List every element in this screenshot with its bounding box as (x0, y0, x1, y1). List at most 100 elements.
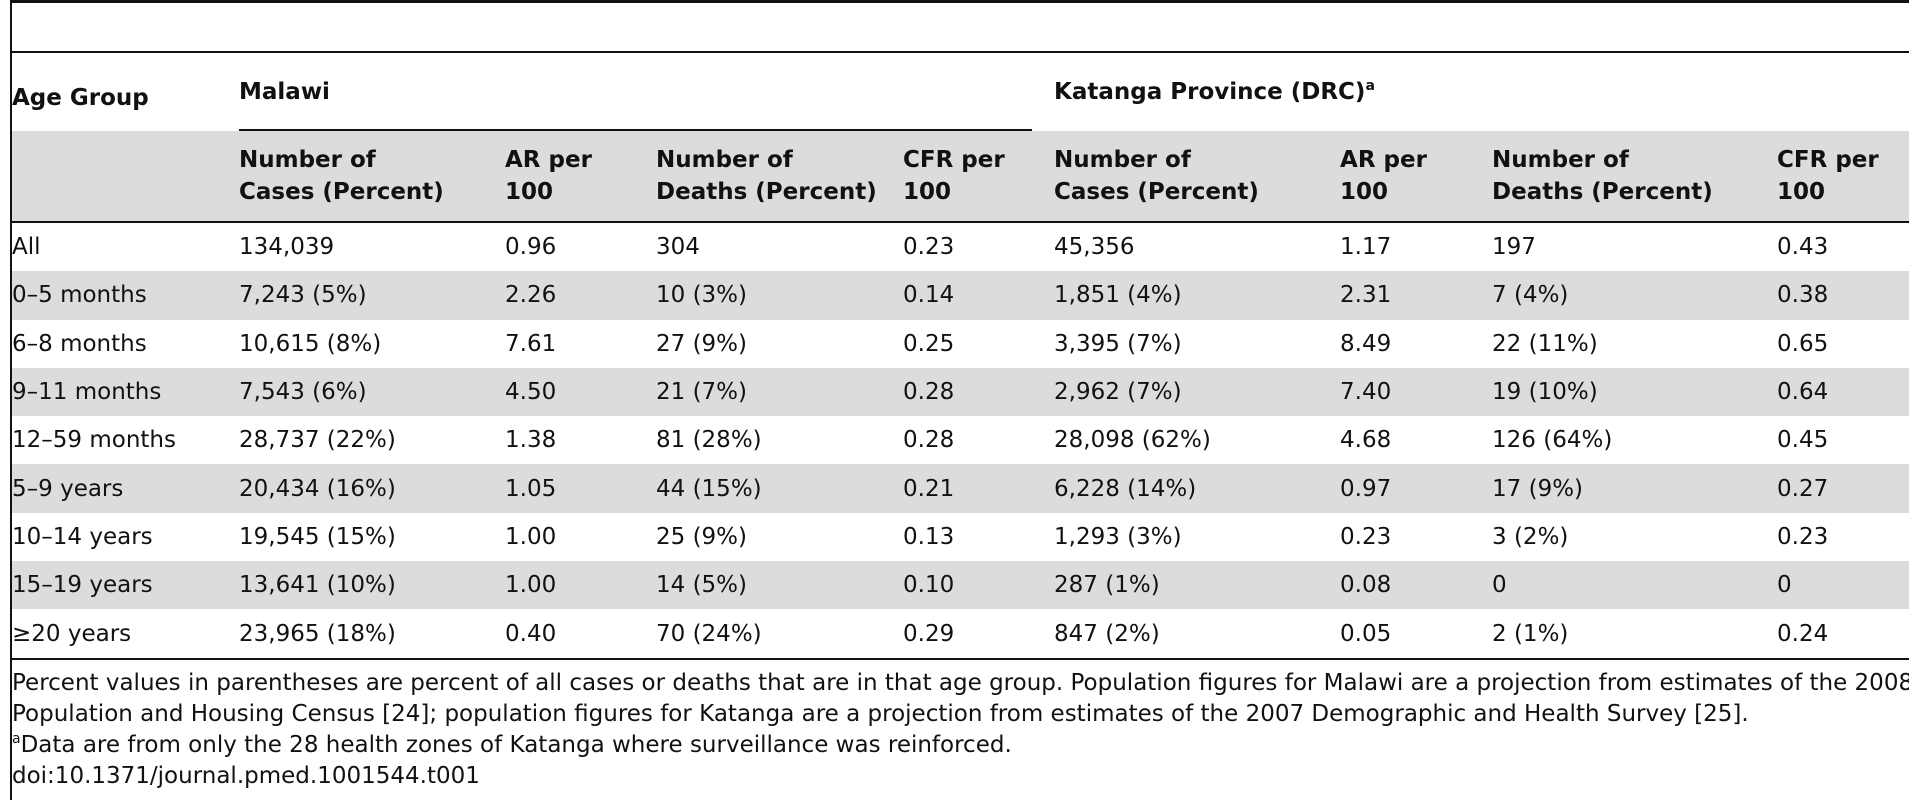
table-row: 12–59 months 28,737 (22%) 1.38 81 (28%) 0.28… (12, 416, 1909, 464)
malawi-cases-cell: 23,965 (18%) (239, 609, 505, 660)
malawi-deaths-cell: 304 (656, 234, 700, 261)
katanga-deaths-cell: 197 (1492, 234, 1536, 261)
table-notes: Percent values in parentheses are percen… (12, 668, 1909, 792)
katanga-deaths-cell: 22 (11%) (1492, 330, 1598, 357)
age-cell: 12–59 months (12, 427, 176, 454)
malawi-ar-cell: 2.26 (505, 271, 656, 320)
katanga-cases-header: Number of Cases (Percent) (1054, 131, 1341, 223)
footnote-marker: a (12, 731, 21, 747)
table-row: 9–11 months 7,543 (6%) 4.50 21 (7%) 0.28 2,96… (12, 367, 1909, 417)
table-row: 6–8 months 10,615 (8%) 7.61 27 (9%) 0.25 3,39… (12, 320, 1909, 368)
katanga-cfr-cell: 0 (1777, 561, 1909, 610)
top-border (10, 0, 1909, 3)
katanga-deaths-cell: 2 (1%) (1492, 609, 1778, 660)
footnote: aData are from only the 28 health zones … (12, 730, 1909, 761)
malawi-cfr-cell: 0.25 (903, 330, 955, 357)
malawi-cfr-cell: 0.28 (903, 427, 955, 454)
note-line: Percent values in parentheses are percen… (12, 670, 1909, 696)
katanga-cases-cell: 1,293 (3%) (1054, 523, 1182, 550)
malawi-ar-cell: 0.40 (505, 609, 656, 660)
katanga-deaths-cell: 3 (2%) (1492, 523, 1569, 550)
malawi-deaths-cell: 81 (28%) (656, 427, 762, 454)
table-row: All 134,039 0.96 304 0.23 45,356 1.17 197 0.43 (12, 222, 1909, 271)
malawi-ar-cell: 1.38 (505, 427, 557, 454)
katanga-cfr-header: CFR per 100 (1777, 131, 1909, 223)
katanga-cfr-cell: 0.64 (1777, 367, 1909, 417)
katanga-deaths-cell: 19 (10%) (1492, 367, 1778, 417)
katanga-cfr-cell: 0.38 (1777, 271, 1909, 320)
table-row: 0–5 months 7,243 (5%) 2.26 10 (3%) 0.14 1,851… (12, 271, 1909, 320)
age-cell: 0–5 months (12, 271, 239, 320)
katanga-cfr-cell: 0.23 (1777, 523, 1829, 550)
malawi-cases-cell: 134,039 (239, 234, 335, 261)
footnote-marker: a (1365, 78, 1375, 94)
malawi-deaths-cell: 70 (24%) (656, 609, 903, 660)
table-container: Age Group Malawi Katanga Province (DRC)a… (12, 51, 1909, 660)
malawi-cfr-cell: 0.21 (903, 464, 1055, 513)
table-row: 15–19 years 13,641 (10%) 1.00 14 (5%) 0.10 28… (12, 561, 1909, 610)
table-row: 5–9 years 20,434 (16%) 1.05 44 (15%) 0.21 6,2… (12, 464, 1909, 513)
katanga-cases-cell: 6,228 (14%) (1054, 464, 1341, 513)
katanga-ar-cell: 8.49 (1340, 330, 1392, 357)
katanga-ar-header: AR per 100 (1340, 131, 1493, 223)
katanga-ar-cell: 4.68 (1340, 427, 1392, 454)
malawi-ar-cell: 7.61 (505, 330, 557, 357)
table-row: 10–14 years 19,545 (15%) 1.00 25 (9%) 0.13 1,… (12, 513, 1909, 561)
age-subheader-blank (12, 131, 239, 223)
table-body: All 134,039 0.96 304 0.23 45,356 1.17 197 0.43 0–… (12, 222, 1909, 660)
katanga-ar-cell: 0.23 (1340, 523, 1392, 550)
katanga-cfr-cell: 0.27 (1777, 464, 1909, 513)
malawi-ar-cell: 1.00 (505, 523, 557, 550)
katanga-deaths-cell: 0 (1492, 561, 1778, 610)
katanga-cases-cell: 287 (1%) (1054, 561, 1341, 610)
malawi-cases-cell: 10,615 (8%) (239, 330, 382, 357)
katanga-cfr-cell: 0.65 (1777, 330, 1829, 357)
katanga-cases-cell: 2,962 (7%) (1054, 367, 1341, 417)
malawi-ar-cell: 1.00 (505, 561, 656, 610)
katanga-deaths-header: Number of Deaths (Percent) (1492, 131, 1778, 223)
malawi-cfr-header: CFR per 100 (903, 131, 1055, 223)
katanga-cfr-cell: 0.45 (1777, 427, 1829, 454)
katanga-ar-cell: 0.97 (1340, 464, 1493, 513)
malawi-cases-header: Number of Cases (Percent) (239, 131, 505, 223)
malawi-cases-cell: 7,243 (5%) (239, 271, 505, 320)
doi-text: doi:10.1371/journal.pmed.1001544.t001 (12, 763, 480, 789)
age-cell: All (12, 234, 41, 261)
katanga-cfr-cell: 0.43 (1777, 234, 1829, 261)
katanga-cases-cell: 1,851 (4%) (1054, 271, 1341, 320)
data-table: Age Group Malawi Katanga Province (DRC)a… (12, 51, 1909, 660)
malawi-deaths-cell: 44 (15%) (656, 464, 903, 513)
age-cell: 10–14 years (12, 523, 153, 550)
katanga-ar-cell: 1.17 (1340, 234, 1392, 261)
group-header-row: Age Group Malawi Katanga Province (DRC)a (12, 52, 1909, 131)
age-cell: 5–9 years (12, 464, 239, 513)
malawi-deaths-cell: 14 (5%) (656, 561, 903, 610)
katanga-cases-cell: 3,395 (7%) (1054, 330, 1182, 357)
malawi-ar-header: AR per 100 (505, 131, 656, 223)
malawi-cfr-cell: 0.13 (903, 523, 955, 550)
katanga-ar-cell: 0.05 (1340, 609, 1493, 660)
katanga-cases-cell: 847 (2%) (1054, 609, 1341, 660)
footnote-text: Data are from only the 28 health zones o… (20, 732, 1012, 758)
malawi-cfr-cell: 0.10 (903, 561, 1055, 610)
malawi-cases-cell: 20,434 (16%) (239, 464, 505, 513)
malawi-deaths-cell: 10 (3%) (656, 271, 903, 320)
malawi-cfr-cell: 0.14 (903, 271, 1055, 320)
table-row: ≥20 years 23,965 (18%) 0.40 70 (24%) 0.29 847… (12, 609, 1909, 660)
katanga-cases-cell: 28,098 (62%) (1054, 427, 1211, 454)
malawi-cases-cell: 19,545 (15%) (239, 523, 396, 550)
katanga-cfr-cell: 0.24 (1777, 609, 1909, 660)
malawi-deaths-cell: 21 (7%) (656, 367, 903, 417)
malawi-cases-cell: 28,737 (22%) (239, 427, 396, 454)
katanga-deaths-cell: 7 (4%) (1492, 271, 1778, 320)
age-cell: 9–11 months (12, 367, 239, 417)
left-border (10, 0, 12, 800)
malawi-cfr-cell: 0.23 (903, 234, 955, 261)
group-header-katanga: Katanga Province (DRC)a (1054, 52, 1909, 131)
group-label: Malawi (239, 79, 330, 105)
katanga-ar-cell: 2.31 (1340, 271, 1493, 320)
malawi-cfr-cell: 0.29 (903, 609, 1055, 660)
katanga-ar-cell: 7.40 (1340, 367, 1493, 417)
group-underline (239, 129, 1033, 131)
note-line: Population and Housing Census [24]; popu… (12, 701, 1749, 727)
